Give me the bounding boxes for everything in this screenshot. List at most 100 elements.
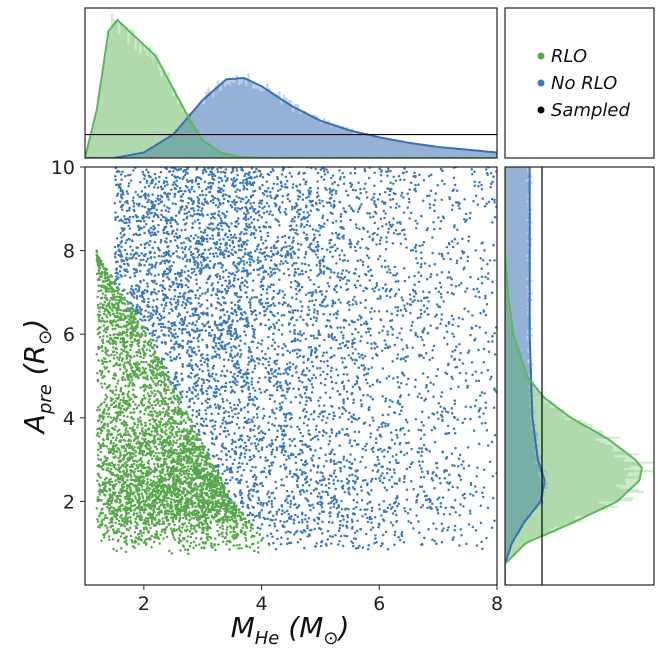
- data-point-no-rlo: [307, 263, 311, 267]
- data-point-no-rlo: [206, 362, 209, 366]
- data-point-no-rlo: [296, 515, 300, 518]
- data-point-no-rlo: [458, 453, 462, 457]
- data-point-no-rlo: [173, 195, 176, 198]
- data-point-no-rlo: [170, 321, 173, 325]
- data-point-no-rlo: [398, 477, 401, 480]
- data-point-no-rlo: [359, 508, 362, 511]
- data-point-no-rlo: [477, 379, 481, 383]
- data-point-no-rlo: [248, 392, 252, 396]
- data-point-no-rlo: [279, 188, 282, 191]
- data-point-no-rlo: [450, 406, 454, 410]
- data-point-no-rlo: [268, 464, 271, 468]
- data-point-no-rlo: [373, 210, 377, 214]
- data-point-no-rlo: [262, 225, 266, 228]
- data-point-no-rlo: [300, 373, 304, 376]
- data-point-no-rlo: [173, 192, 177, 196]
- data-point-no-rlo: [381, 329, 384, 332]
- data-point-no-rlo: [293, 337, 297, 340]
- data-point-no-rlo: [139, 180, 142, 184]
- data-point-no-rlo: [204, 399, 207, 403]
- data-point-no-rlo: [387, 227, 391, 231]
- data-point-no-rlo: [294, 461, 298, 465]
- data-point-no-rlo: [213, 174, 217, 178]
- data-point-no-rlo: [388, 290, 392, 293]
- data-point-no-rlo: [119, 253, 123, 256]
- data-point-no-rlo: [128, 276, 132, 279]
- data-point-no-rlo: [218, 337, 222, 340]
- data-point-no-rlo: [374, 477, 377, 481]
- data-point-no-rlo: [388, 223, 392, 227]
- data-point-no-rlo: [356, 493, 359, 496]
- data-point-no-rlo: [261, 206, 264, 210]
- data-point-no-rlo: [276, 537, 279, 541]
- data-point-no-rlo: [213, 424, 217, 427]
- data-point-no-rlo: [264, 225, 267, 229]
- data-point-no-rlo: [185, 351, 189, 354]
- data-point-no-rlo: [271, 491, 275, 494]
- data-point-no-rlo: [270, 196, 273, 200]
- data-point-no-rlo: [241, 505, 245, 508]
- data-point-no-rlo: [262, 502, 265, 505]
- data-point-no-rlo: [271, 409, 274, 412]
- data-point-no-rlo: [436, 184, 439, 187]
- data-point-no-rlo: [237, 344, 241, 348]
- data-point-no-rlo: [417, 280, 421, 284]
- data-point-no-rlo: [362, 226, 365, 230]
- data-point-no-rlo: [325, 201, 329, 204]
- data-point-no-rlo: [440, 313, 444, 316]
- data-point-no-rlo: [382, 518, 385, 521]
- data-point-no-rlo: [193, 307, 196, 310]
- data-point-no-rlo: [330, 404, 333, 408]
- data-point-no-rlo: [389, 446, 392, 450]
- data-point-no-rlo: [270, 394, 274, 397]
- data-point-no-rlo: [336, 543, 340, 546]
- data-point-no-rlo: [393, 343, 397, 347]
- data-point-no-rlo: [390, 319, 394, 322]
- data-point-no-rlo: [367, 493, 371, 496]
- data-point-no-rlo: [459, 528, 463, 531]
- data-point-no-rlo: [452, 176, 456, 179]
- data-point-no-rlo: [235, 201, 238, 204]
- data-point-no-rlo: [315, 207, 319, 211]
- histogram-bar: [207, 88, 210, 158]
- data-point-no-rlo: [438, 227, 442, 230]
- data-point-no-rlo: [427, 313, 430, 316]
- histogram-bar: [153, 146, 156, 158]
- data-point-no-rlo: [402, 480, 406, 484]
- data-point-no-rlo: [473, 184, 477, 187]
- data-point-no-rlo: [180, 268, 184, 272]
- data-point-no-rlo: [216, 197, 219, 200]
- data-point-no-rlo: [306, 236, 309, 240]
- data-point-no-rlo: [237, 196, 241, 200]
- data-point-no-rlo: [169, 297, 173, 301]
- data-point-no-rlo: [392, 377, 395, 380]
- data-point-no-rlo: [302, 355, 305, 359]
- data-point-no-rlo: [259, 527, 262, 530]
- data-point-no-rlo: [322, 178, 326, 181]
- data-point-no-rlo: [403, 453, 406, 457]
- data-point-no-rlo: [233, 203, 237, 206]
- data-point-no-rlo: [151, 246, 154, 250]
- data-point-no-rlo: [294, 202, 298, 205]
- data-point-no-rlo: [279, 543, 283, 546]
- data-point-no-rlo: [196, 218, 200, 222]
- data-point-no-rlo: [338, 342, 342, 346]
- data-point-no-rlo: [427, 300, 430, 303]
- data-point-no-rlo: [239, 369, 242, 372]
- data-point-no-rlo: [217, 205, 220, 209]
- data-point-no-rlo: [324, 484, 328, 487]
- data-point-no-rlo: [351, 352, 355, 355]
- data-point-no-rlo: [307, 418, 310, 421]
- data-point-no-rlo: [324, 453, 327, 457]
- data-point-no-rlo: [388, 503, 392, 507]
- data-point-no-rlo: [286, 349, 289, 353]
- data-point-no-rlo: [318, 233, 321, 237]
- data-point-no-rlo: [174, 202, 177, 206]
- histogram-bar: [193, 108, 196, 158]
- data-point-no-rlo: [147, 216, 151, 219]
- data-point-no-rlo: [278, 262, 282, 266]
- data-point-no-rlo: [425, 306, 429, 310]
- data-point-no-rlo: [365, 246, 368, 249]
- data-point-no-rlo: [199, 359, 203, 362]
- data-point-no-rlo: [172, 252, 175, 255]
